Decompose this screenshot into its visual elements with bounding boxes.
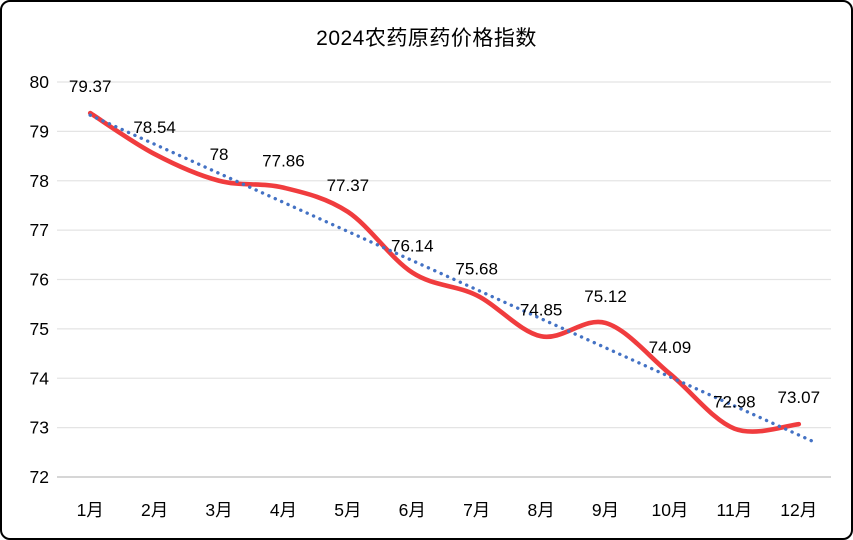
x-tick-label: 10月 [651, 500, 688, 520]
data-label: 77.86 [262, 152, 305, 171]
x-tick-label: 8月 [528, 500, 555, 520]
chart-title: 2024农药原药价格指数 [316, 27, 537, 50]
x-tick-label: 1月 [77, 500, 104, 520]
y-tick-label: 75 [30, 319, 49, 339]
y-tick-label: 74 [30, 368, 50, 388]
data-label: 74.85 [520, 300, 563, 319]
data-label: 79.37 [69, 77, 112, 96]
x-tick-label: 11月 [717, 500, 753, 520]
x-tick-label: 12月 [780, 500, 817, 520]
data-label: 75.68 [455, 259, 498, 278]
x-tick-label: 2月 [141, 500, 168, 520]
x-tick-label: 9月 [592, 500, 619, 520]
linear-trendline [88, 113, 819, 445]
data-label: 77.37 [327, 176, 370, 195]
data-label: 73.07 [778, 388, 821, 407]
y-tick-label: 78 [30, 171, 49, 191]
price-index-series-line [87, 110, 802, 434]
y-tick-label: 77 [30, 220, 49, 240]
x-tick-label: 3月 [205, 500, 232, 520]
data-label: 78.54 [133, 118, 176, 137]
x-tick-label: 7月 [463, 500, 490, 520]
y-tick-label: 79 [30, 121, 49, 141]
x-tick-label: 6月 [399, 500, 426, 520]
y-tick-label: 80 [30, 72, 50, 92]
x-tick-label: 4月 [270, 500, 297, 520]
y-tick-label: 73 [30, 418, 49, 438]
data-label: 78 [210, 145, 229, 164]
data-label: 75.12 [584, 287, 627, 306]
y-tick-label: 72 [30, 467, 49, 487]
y-tick-label: 76 [30, 270, 49, 290]
data-label: 74.09 [649, 338, 692, 357]
data-label: 76.14 [391, 237, 434, 256]
data-label: 72.98 [713, 393, 756, 412]
x-tick-label: 5月 [334, 500, 361, 520]
